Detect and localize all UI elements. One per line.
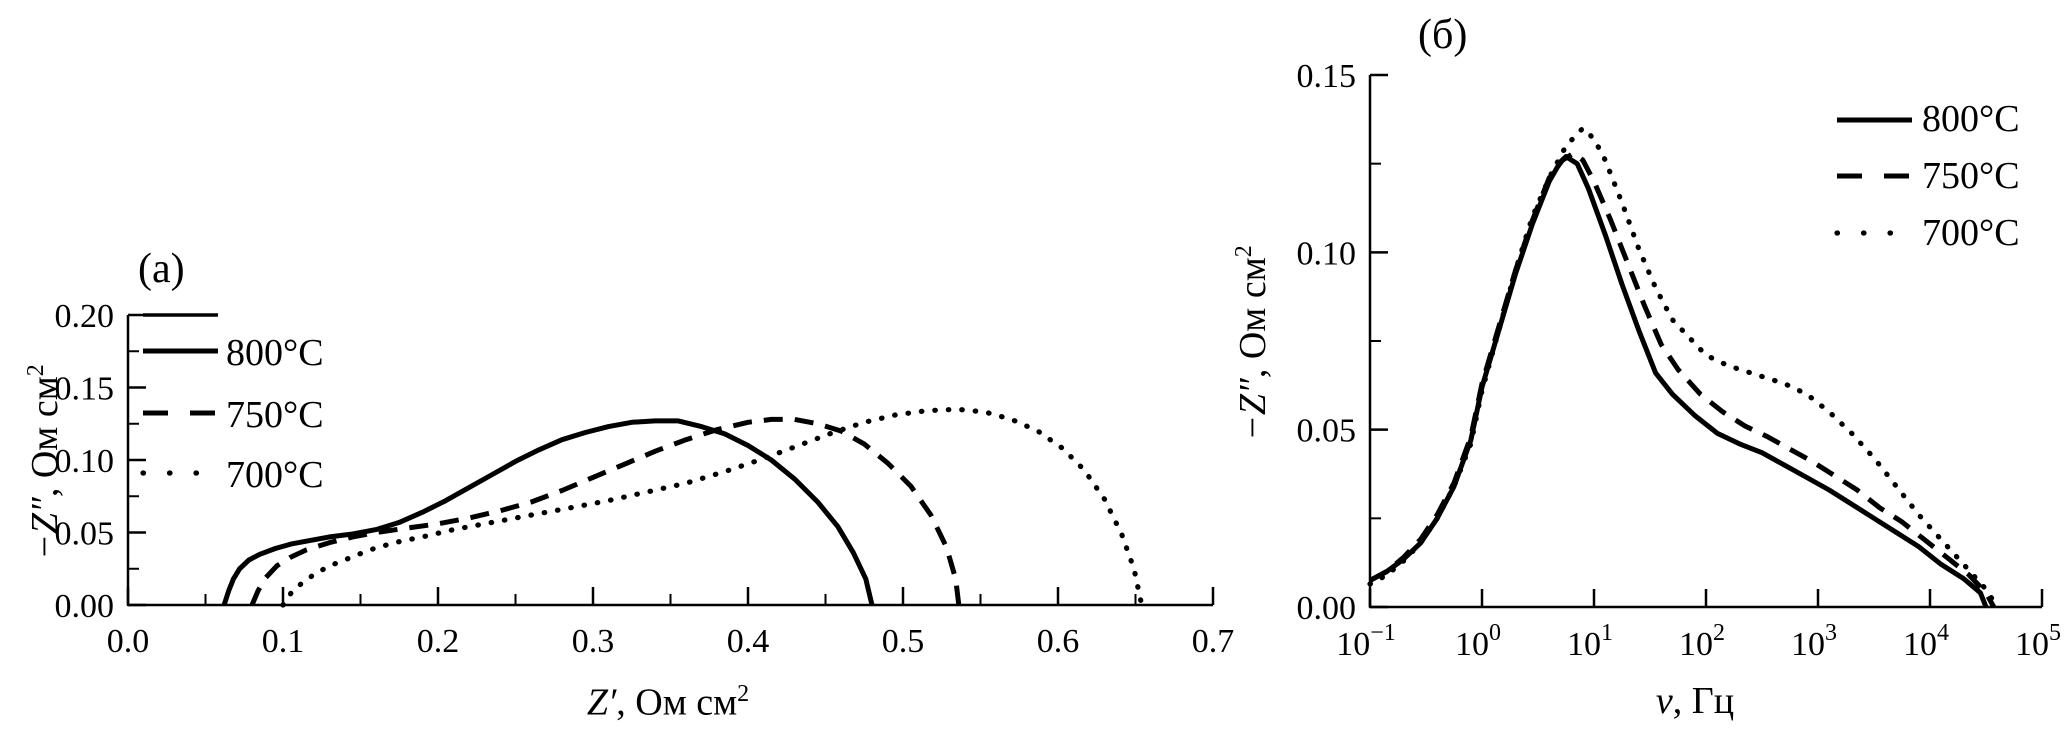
panel-a-legend-label-750: 750°C — [226, 394, 324, 436]
x-tick-label: 0.0 — [107, 623, 150, 660]
x-tick-label: 0.2 — [417, 623, 460, 660]
panel-a-legend-label-700: 700°C — [226, 454, 324, 496]
y-tick-label: 0.20 — [55, 298, 115, 335]
series-800C — [221, 418, 875, 606]
x-tick-label: 101 — [1567, 620, 1613, 663]
y-tick-label: 0.00 — [55, 588, 115, 625]
series-700C — [1367, 125, 2000, 610]
y-tick-label: 0.00 — [1297, 590, 1357, 627]
panel-b-y-units: , Ом см — [1231, 257, 1274, 379]
series-800C — [1368, 154, 1989, 608]
x-tick-label: 0.7 — [1192, 623, 1235, 660]
panel-b-y-axis-label: −Z″, Ом см2 — [1231, 245, 1274, 441]
panel-b-legend-label-750: 750°C — [1922, 155, 2020, 197]
panel-b-legend-label-700: 700°C — [1922, 212, 2020, 254]
y-tick-label: 0.15 — [1297, 58, 1357, 95]
y-tick-label: 0.15 — [55, 371, 115, 408]
series-700C — [280, 406, 1145, 608]
y-tick-label: 0.05 — [1297, 413, 1357, 450]
panel-b-x-units: , Гц — [1672, 680, 1735, 722]
y-tick-label: 0.10 — [55, 443, 115, 480]
panel-b-legend-label-800: 800°C — [1922, 98, 2020, 140]
panel-b-y-symbol: −Z″ — [1231, 378, 1274, 441]
x-tick-label: 0.1 — [262, 623, 305, 660]
x-tick-label: 100 — [1455, 620, 1501, 663]
x-tick-label: 0.3 — [572, 623, 615, 660]
panel-b-y-sup: 2 — [1231, 245, 1258, 258]
y-tick-label: 0.05 — [55, 516, 115, 553]
panel-a-title: (a) — [138, 246, 185, 292]
panel-a-y-units: , Ом см — [23, 376, 66, 498]
panel-a-y-sup: 2 — [23, 364, 50, 377]
x-tick-label: 0.5 — [882, 623, 925, 660]
x-tick-label: 104 — [1903, 620, 1949, 663]
x-tick-label: 0.6 — [1037, 623, 1080, 660]
panel: 0.0 0.1 0.2 0.3 0.4 0.5 0.6 0.7 0.00 0.05 0.10 0.15… — [55, 298, 1235, 660]
panel-a-x-sup: 2 — [737, 681, 750, 707]
panel-b-title: (б) — [1418, 12, 1468, 58]
panel-a-legend-label-800: 800°C — [226, 332, 324, 374]
y-tick-label: 0.10 — [1297, 235, 1357, 272]
panel-a-x-axis-label: Z′, Ом см2 — [587, 682, 749, 722]
series-750C — [249, 416, 962, 606]
x-tick-label: 0.4 — [727, 623, 770, 660]
panel-a-x-symbol: Z′ — [586, 681, 617, 724]
panel-b-x-symbol: ν — [1655, 680, 1673, 722]
x-tick-label: 105 — [2015, 620, 2061, 663]
panel-a-y-axis-label: −Z″, Ом см2 — [23, 364, 66, 560]
panel-a-y-symbol: −Z″ — [23, 497, 66, 560]
x-tick-label: 102 — [1679, 620, 1725, 663]
series-750C — [1368, 150, 1996, 609]
x-tick-label: 103 — [1791, 620, 1837, 663]
panel-b-x-axis-label: ν, Гц — [1656, 682, 1734, 720]
panel-a-x-units: , Ом см — [616, 681, 738, 724]
